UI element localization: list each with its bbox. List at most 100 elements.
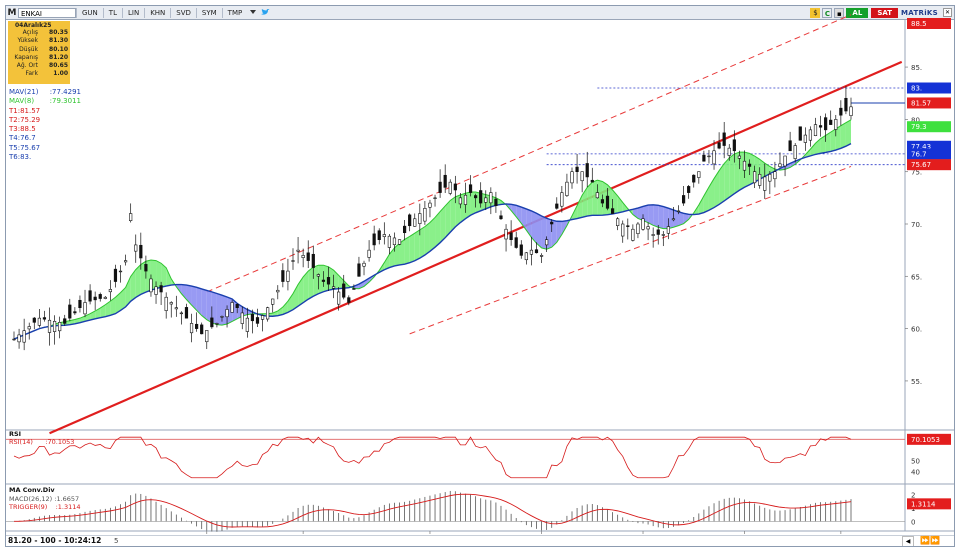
symbol-input[interactable]: ENKAI [18,7,76,18]
ma-fill-segment [216,293,222,326]
candle-body [245,317,249,332]
candle-body [230,302,234,313]
candle-body [509,232,513,240]
ma-fill-segment [409,233,415,263]
y-tick-label: 85. [911,64,922,72]
period-button[interactable]: GUN [76,7,103,18]
candle-body [367,249,371,258]
ma-fill-segment [156,260,162,289]
candle-body [220,316,224,318]
close-icon[interactable]: ✕ [943,8,952,17]
candle-body [93,296,97,301]
candle-body [377,230,381,240]
rsi-tick-label: 50 [911,458,920,466]
candle-body [773,171,777,180]
dropdown-icon[interactable] [247,8,259,18]
legend-target-6[interactable]: T6:83. [9,153,32,162]
twitter-bird-icon[interactable] [259,8,271,18]
candle-body [210,317,214,328]
ma-fill-segment [587,182,593,217]
dollar-icon[interactable]: $ [810,7,821,18]
legend-target-2[interactable]: T2:75.29 [9,115,41,124]
ma-fill-segment [719,163,725,205]
ma-fill-segment [384,254,390,270]
candle-body [32,317,36,323]
candle-body [717,142,721,149]
candle-body [362,262,366,267]
ma-fill-segment [100,304,106,318]
ma-fill-segment [790,161,796,168]
ma-fill-segment [825,132,831,153]
svd-button[interactable]: SVD [170,7,196,18]
sell-button[interactable]: SAT [871,7,899,18]
ma-fill-segment [211,291,217,325]
legend-target-3[interactable]: T3:88.5 [9,125,36,134]
candle-body [534,249,539,254]
candle-body [88,290,92,302]
brand-logo: MATRiKS [901,8,938,17]
candle-body [382,234,386,238]
candle-body [504,228,508,240]
price-chart[interactable]: 85. 80. 75. 70. 65. 60. 55. 88.5 83. 81.57 79.3 77… [6,6,954,546]
legend-target-1[interactable]: T1:81.57 [9,106,41,115]
candle-body [402,225,407,234]
ma-fill-segment [729,154,735,198]
macd-label[interactable]: MACD(26,12) :1.6657 [9,494,80,503]
ma-fill-segment [653,204,659,228]
candle-body [392,237,397,246]
trigger-label[interactable]: TRIGGER(9) :1.3114 [9,503,81,511]
candle-body [468,184,473,193]
ma-fill-segment [769,166,775,174]
ma-fill-segment [404,236,410,265]
candle-body [448,181,452,194]
ma-fill-segment [840,122,846,149]
price-badge-label: 79.3 [911,123,927,131]
ma-fill-segment [810,143,816,156]
ma-fill-segment [414,229,420,261]
rsi-badge [907,433,951,445]
ma-fill-segment [830,128,836,152]
candle-body [692,174,696,183]
y-tick-label: 60. [911,326,922,334]
symbol-button[interactable]: SYM [195,7,222,18]
candle-body [326,277,331,285]
legend-mav8[interactable]: MAV(8) :79.3011 [9,97,81,106]
ma-fill-segment [424,222,430,256]
price-badge-label: 77.43 [911,143,931,151]
rsi-label[interactable]: RSI(14) :70.1053 [9,438,75,446]
candle-body [42,317,47,320]
ma-fill-segment [191,286,197,311]
price-badge-label: 81.57 [911,99,931,107]
candle-body [200,324,204,335]
ma-fill-segment [115,292,121,314]
ma-fill-segment [282,301,288,315]
scale-button[interactable]: LIN [121,7,144,18]
ma-fill-segment [668,208,674,229]
refresh-icon[interactable]: C [822,7,833,18]
ma-fill-segment [698,195,704,215]
scroll-left-icon[interactable]: ◀ [902,536,914,546]
candle-body [661,234,665,236]
candle-body [539,255,544,257]
ma-fill-segment [298,276,304,307]
ma-fill-segment [577,195,583,219]
candle-body [255,317,260,324]
candle-body [73,311,77,314]
navigation-icon[interactable]: ⏩⏩ [920,536,940,545]
app-logo[interactable]: M [7,7,17,18]
ma-fill-segment [201,288,207,320]
legend-target-4[interactable]: T4:76.7 [9,134,36,143]
legend-mav21[interactable]: MAV(21) :77.4291 [9,88,81,96]
legend-target-5[interactable]: T5:75.67 [9,143,41,152]
candle-body [139,244,143,259]
buy-button[interactable]: AL [846,7,869,18]
candle-body [443,174,447,188]
candle-body [342,283,346,298]
chart-icon[interactable]: ▪ [834,7,845,18]
ma-fill-segment [551,220,557,248]
template-button[interactable]: TMP [221,7,248,18]
ma-fill-segment [637,206,644,221]
khn-button[interactable]: KHN [144,7,170,18]
ma-fill-segment [135,264,141,298]
currency-button[interactable]: TL [102,7,122,18]
